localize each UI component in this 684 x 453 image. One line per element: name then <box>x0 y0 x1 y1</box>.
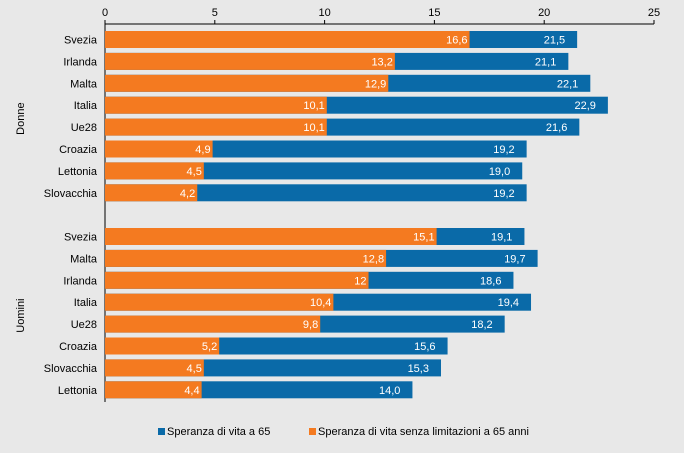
data-label-healthy: 9,8 <box>303 319 318 331</box>
data-label-total: 19,1 <box>491 232 512 244</box>
category-label: Italia <box>74 100 98 112</box>
x-tick-label: 20 <box>538 7 550 19</box>
group-label: Uomini <box>15 298 27 332</box>
bar-total <box>105 184 527 202</box>
bar-healthy <box>105 293 334 311</box>
bar-total <box>105 162 523 180</box>
category-label: Lettonia <box>58 385 98 397</box>
category-label: Slovacchia <box>44 363 98 375</box>
x-tick-label: 15 <box>428 7 440 19</box>
data-label-healthy: 15,1 <box>413 232 434 244</box>
data-label-total: 18,2 <box>471 319 492 331</box>
bar-healthy <box>105 184 198 202</box>
category-label: Croazia <box>59 144 98 156</box>
bar-healthy <box>105 271 369 289</box>
data-label-total: 19,2 <box>493 188 514 200</box>
data-label-healthy: 4,5 <box>187 363 202 375</box>
category-label: Irlanda <box>63 56 98 68</box>
legend-swatch <box>158 428 165 435</box>
data-label-total: 22,9 <box>574 100 595 112</box>
bar-healthy <box>105 359 204 377</box>
data-label-healthy: 4,9 <box>195 144 210 156</box>
data-label-healthy: 12,8 <box>363 253 384 265</box>
data-label-total: 19,2 <box>493 144 514 156</box>
data-label-total: 18,6 <box>480 275 501 287</box>
data-label-total: 21,5 <box>544 35 565 47</box>
data-label-healthy: 16,6 <box>446 35 467 47</box>
data-label-healthy: 12,9 <box>365 78 386 90</box>
bar-healthy <box>105 337 220 355</box>
bar-healthy <box>105 315 321 333</box>
data-label-healthy: 12 <box>354 275 366 287</box>
x-tick-label: 25 <box>648 7 660 19</box>
data-label-healthy: 4,2 <box>180 188 195 200</box>
data-label-total: 15,3 <box>408 363 429 375</box>
category-label: Svezia <box>64 232 98 244</box>
legend-label: Speranza di vita a 65 <box>167 426 270 438</box>
data-label-total: 22,1 <box>557 78 578 90</box>
category-label: Irlanda <box>63 275 98 287</box>
bar-healthy <box>105 74 389 92</box>
bar-healthy <box>105 52 395 70</box>
bar-healthy <box>105 162 204 180</box>
category-label: Svezia <box>64 35 98 47</box>
bar-healthy <box>105 228 437 245</box>
data-label-healthy: 5,2 <box>202 341 217 353</box>
bar-healthy <box>105 249 387 267</box>
data-label-total: 21,6 <box>546 122 567 134</box>
bar-healthy <box>105 118 327 136</box>
category-label: Slovacchia <box>44 188 98 200</box>
data-label-healthy: 4,4 <box>184 385 199 397</box>
data-label-total: 15,6 <box>414 341 435 353</box>
category-label: Ue28 <box>71 319 97 331</box>
bar-healthy <box>105 381 202 399</box>
category-label: Malta <box>70 78 98 90</box>
x-tick-label: 10 <box>318 7 330 19</box>
x-tick-label: 0 <box>102 7 108 19</box>
category-label: Croazia <box>59 341 98 353</box>
data-label-total: 21,1 <box>535 56 556 68</box>
data-label-healthy: 10,1 <box>303 122 324 134</box>
data-label-healthy: 13,2 <box>371 56 392 68</box>
data-label-total: 19,7 <box>504 253 525 265</box>
group-label: Donne <box>15 102 27 134</box>
legend-swatch <box>309 428 316 435</box>
data-label-total: 19,0 <box>489 166 510 178</box>
category-label: Ue28 <box>71 122 97 134</box>
category-label: Malta <box>70 253 98 265</box>
legend-label: Speranza di vita senza limitazioni a 65 … <box>318 426 529 438</box>
data-label-healthy: 10,4 <box>310 297 331 309</box>
data-label-total: 19,4 <box>498 297 519 309</box>
x-tick-label: 5 <box>212 7 218 19</box>
data-label-healthy: 4,5 <box>187 166 202 178</box>
bar-healthy <box>105 31 470 48</box>
bar-healthy <box>105 140 213 158</box>
category-label: Italia <box>74 297 98 309</box>
data-label-total: 14,0 <box>379 385 400 397</box>
bar-healthy <box>105 96 327 114</box>
category-label: Lettonia <box>58 166 98 178</box>
data-label-healthy: 10,1 <box>303 100 324 112</box>
